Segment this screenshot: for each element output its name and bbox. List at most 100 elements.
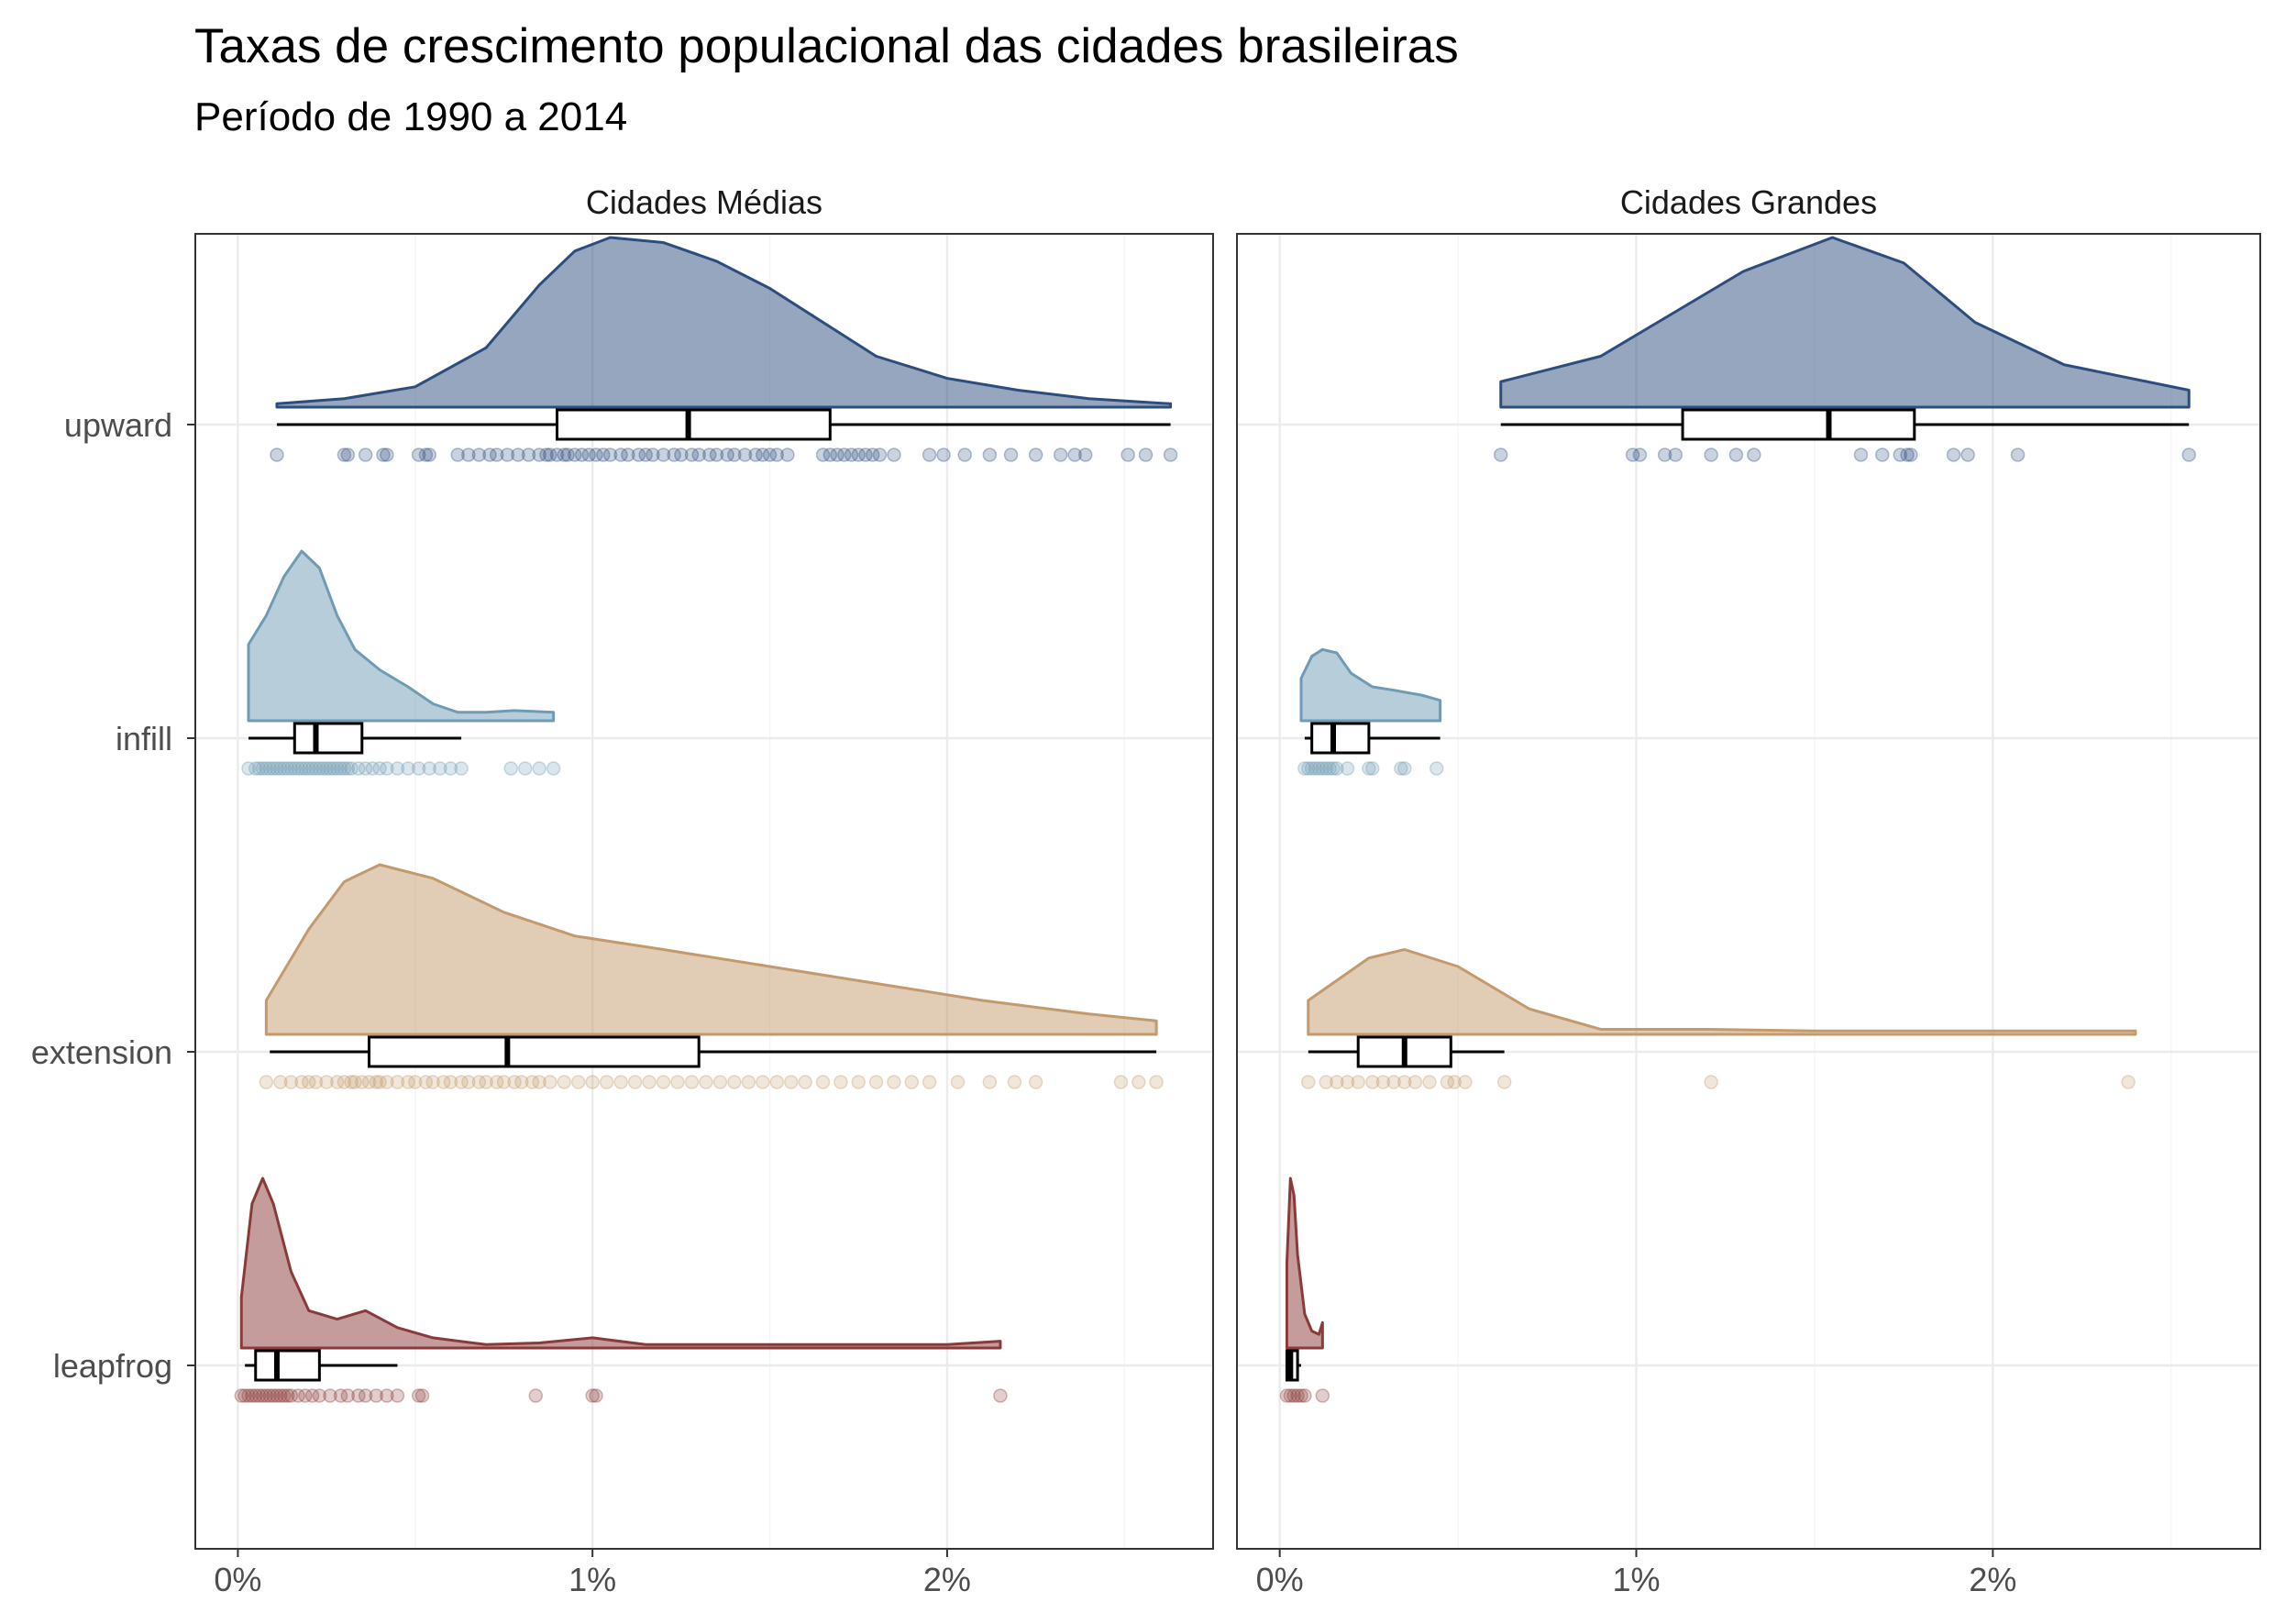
data-point [837,447,852,462]
data-point [737,447,753,462]
data-point [262,761,277,776]
data-point [1704,447,1718,462]
series-upward [270,236,1178,462]
data-point [422,761,437,776]
data-point [259,1075,274,1089]
panel-border [194,233,1214,1550]
data-point [312,1388,327,1403]
data-point [319,761,334,776]
data-point [957,447,973,462]
data-point [401,761,415,776]
data-point [340,447,356,462]
data-point [376,447,391,462]
data-point [369,1388,383,1403]
data-point [1747,447,1761,462]
data-point [503,761,518,776]
data-point [1078,447,1093,462]
data-point [699,1075,713,1089]
data-point [868,1075,884,1089]
data-point [302,1075,316,1089]
data-point [270,1388,284,1403]
density-cloud [1285,1177,1324,1350]
data-point [524,1075,540,1089]
data-point [283,1388,299,1403]
series-extension [259,863,1164,1089]
data-point [422,447,437,462]
density-cloud [275,236,1173,409]
series-leapfrog [1279,1177,1330,1403]
chart-title: Taxas de crescimento populacional das ci… [194,19,1459,73]
data-point [1853,447,1869,462]
data-point [380,447,394,462]
data-point [358,1388,373,1403]
data-point [1407,1075,1423,1089]
data-point [539,447,554,462]
data-point [302,761,316,776]
data-point [1657,447,1672,462]
data-point [270,761,284,776]
data-point [1440,1075,1455,1089]
data-point [461,1075,476,1089]
data-point [333,761,348,776]
data-point [993,1388,1008,1403]
data-point [613,1075,628,1089]
data-point [365,761,381,776]
x-tick-label: 1% [1612,1561,1660,1598]
data-point [1340,1075,1355,1089]
panel-border [1236,233,2261,1550]
data-point [1120,447,1135,462]
box-iqr [1681,408,1916,441]
data-point [844,447,859,462]
data-point [1315,1388,1330,1403]
data-point [1028,447,1043,462]
data-point [1960,447,1975,462]
data-point [1365,1075,1380,1089]
data-point [348,1075,362,1089]
data-point [369,1075,383,1089]
data-point [1422,1075,1437,1089]
y-tick-label-extension: extension [31,1033,172,1071]
panel-cidades-medias: Cidades Médias 0% 1% 2% [194,183,1214,1598]
x-tick-label: 1% [568,1561,616,1598]
x-tick-label: 2% [923,1561,971,1598]
data-point [351,761,366,776]
data-point [326,761,341,776]
data-point [411,1388,426,1403]
data-point [1668,447,1683,462]
data-point [1311,761,1327,776]
data-point [298,1388,313,1403]
data-point [270,447,284,462]
data-point [308,761,324,776]
data-point [380,1388,394,1403]
data-point [1704,1075,1718,1089]
data-point [982,447,998,462]
data-point [1301,1075,1316,1089]
data-point [1625,447,1640,462]
data-point [273,1075,288,1089]
data-point [570,1075,586,1089]
data-point [450,447,465,462]
data-point [936,447,951,462]
data-point [815,1075,831,1089]
data-point [255,1388,270,1403]
data-point [1447,1075,1462,1089]
data-point [433,761,447,776]
data-point [613,447,628,462]
data-point [631,447,646,462]
data-point [304,1388,320,1403]
data-point [982,1075,998,1089]
data-point [1330,761,1344,776]
series-infill [1297,647,1444,776]
data-point [702,447,717,462]
data-point [557,1075,571,1089]
data-point [340,761,356,776]
data-point [507,1075,522,1089]
data-point [815,447,831,462]
data-point [1308,761,1323,776]
data-point [1113,1075,1129,1089]
data-point [234,1388,249,1403]
data-point [557,447,571,462]
data-point [684,1075,700,1089]
box-iqr [1310,722,1371,755]
